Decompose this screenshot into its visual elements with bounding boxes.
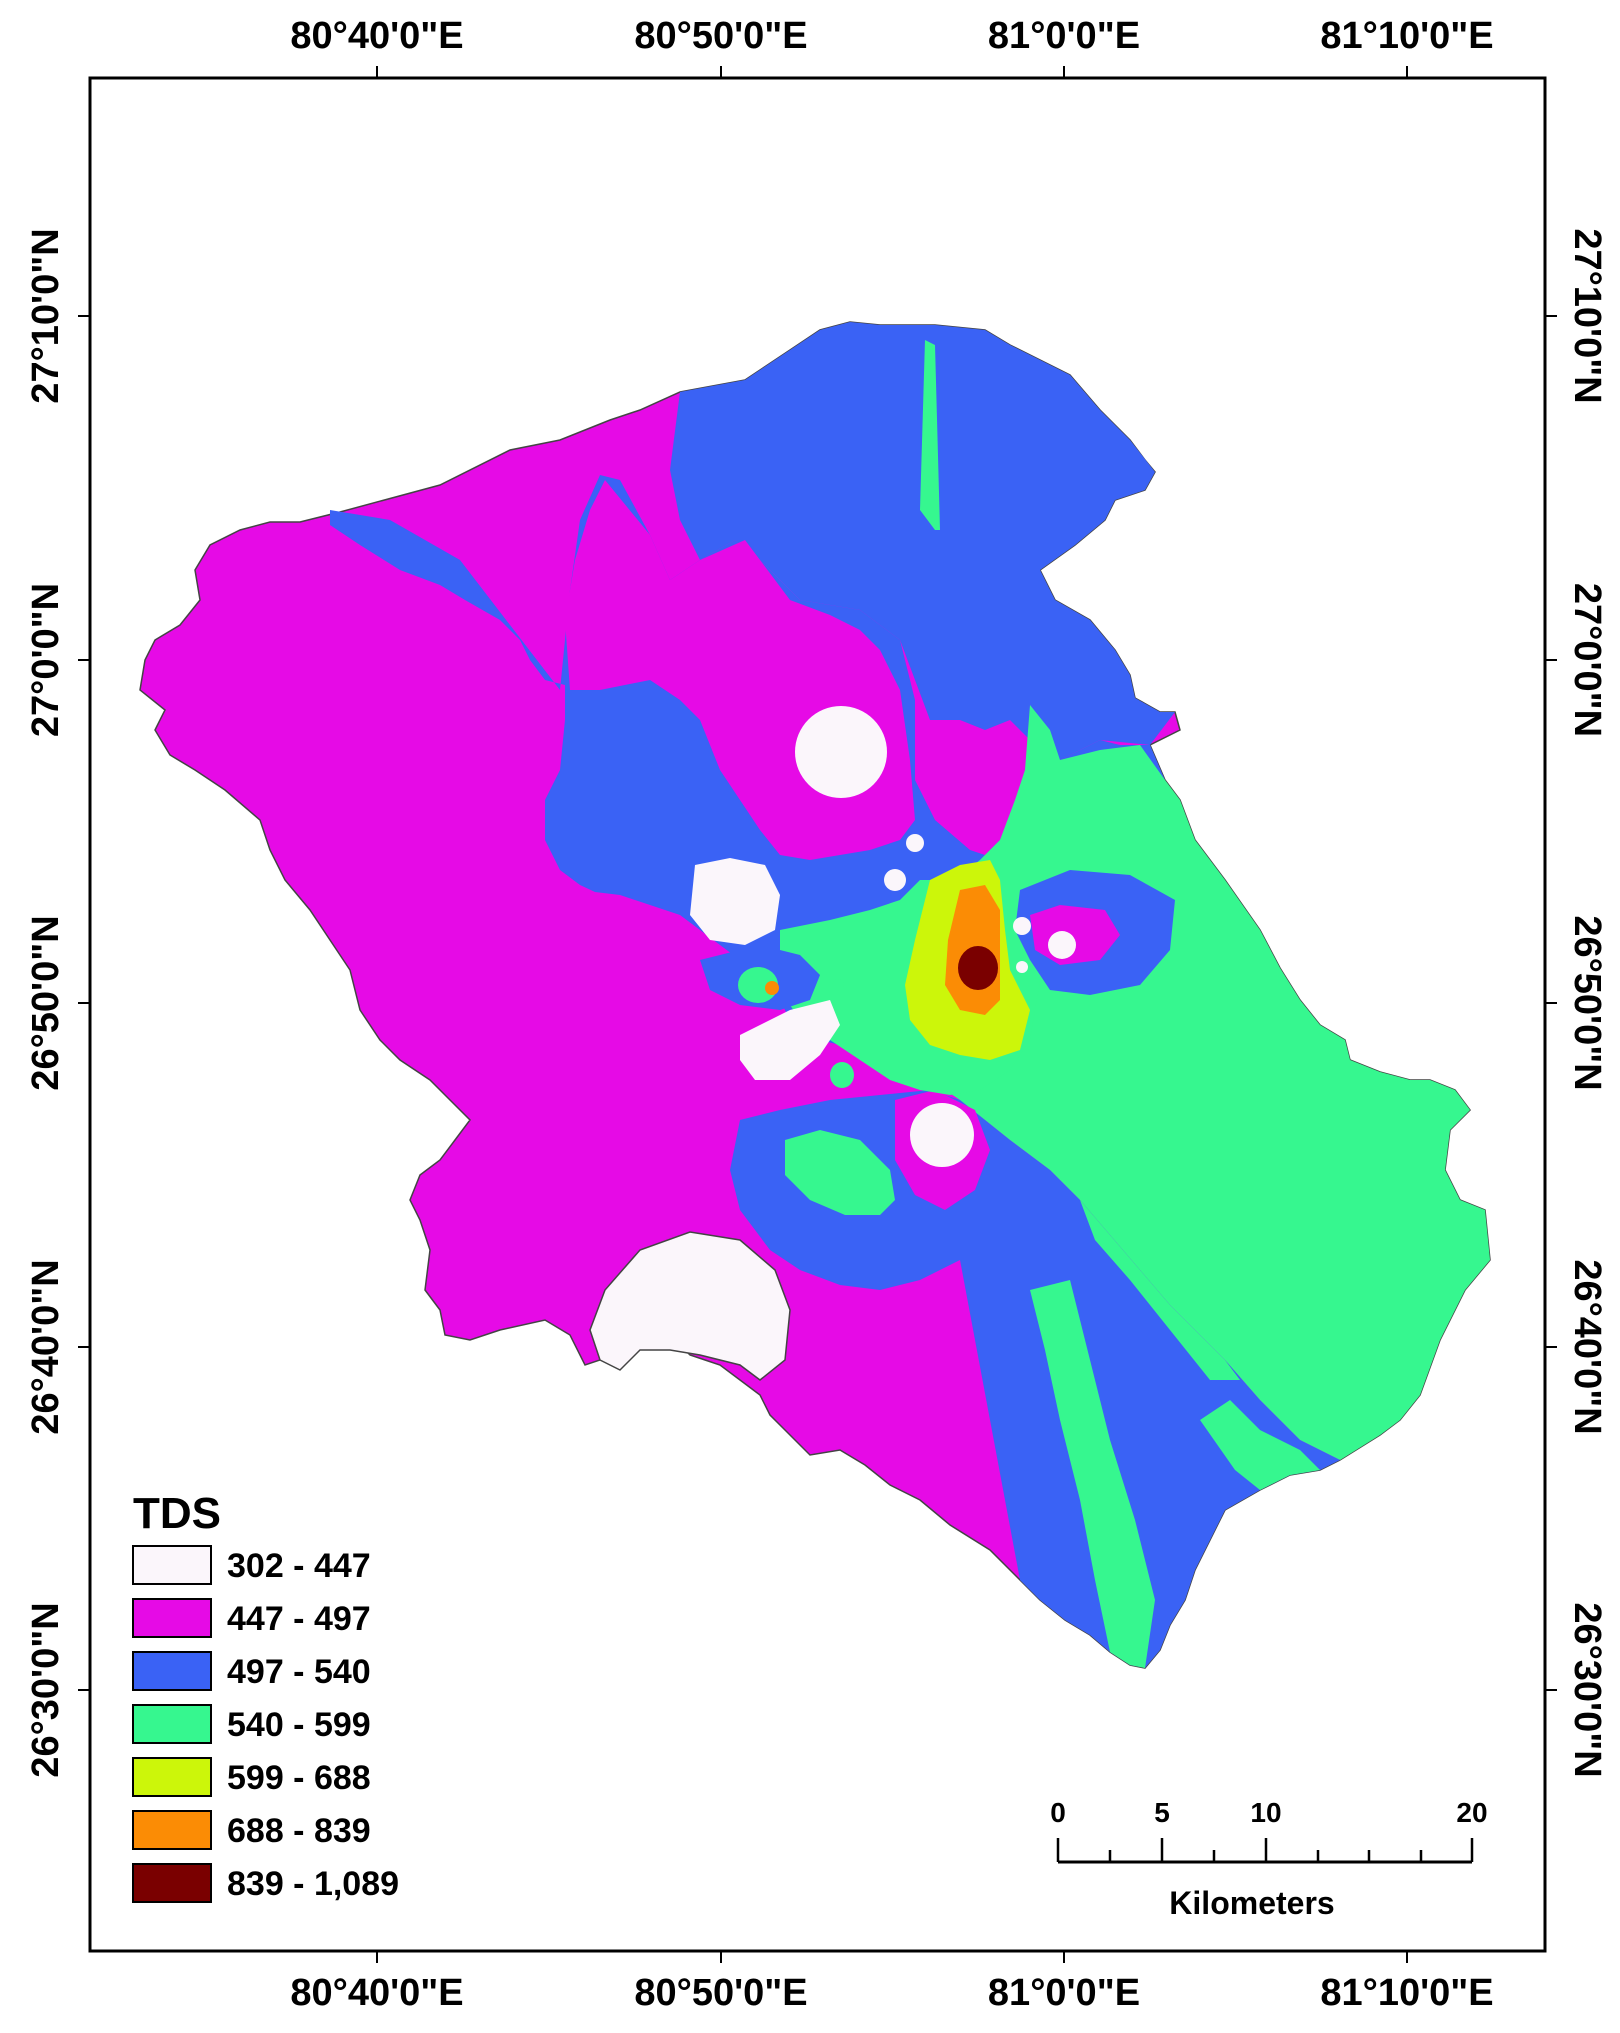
white-spot-1 [906, 834, 924, 852]
scale-label-10: 10 [1250, 1797, 1281, 1828]
legend-swatch-1 [132, 1598, 212, 1638]
legend-swatch-5 [132, 1810, 212, 1850]
right-latitude-label-0: 27°10'0"N [1566, 228, 1608, 403]
white-spot-4 [1048, 931, 1076, 959]
green-strip-north [920, 340, 940, 530]
legend-swatch-3 [132, 1704, 212, 1744]
bottom-longitude-label-3: 81°10'0"E [1320, 1972, 1493, 2014]
white-area-north [795, 706, 887, 798]
top-longitude-label-1: 80°50'0"E [634, 15, 807, 57]
bottom-longitude-label-2: 81°0'0"E [988, 1972, 1140, 2014]
white-area-far-south [589, 1231, 791, 1381]
right-latitude-label-2: 26°50'0"N [1566, 915, 1608, 1090]
white-spot-3 [1013, 917, 1031, 935]
legend-label-5: 688 - 839 [227, 1812, 371, 1850]
white-area-south [910, 1103, 974, 1167]
green-band-south-1 [1030, 1280, 1155, 1668]
scale-label-5: 5 [1154, 1797, 1170, 1828]
orange-spot-west [765, 981, 779, 995]
frame-ticks [78, 66, 1557, 1963]
bottom-longitude-label-1: 80°50'0"E [634, 1972, 807, 2014]
scale-unit-label: Kilometers [1169, 1885, 1334, 1921]
right-latitude-label-3: 26°40'0"N [1566, 1259, 1608, 1434]
legend-label-0: 302 - 447 [227, 1547, 371, 1585]
left-latitude-label-1: 27°0'0"N [25, 583, 67, 737]
green-band-south-3 [1080, 1200, 1240, 1380]
scale-label-0: 0 [1050, 1797, 1066, 1828]
left-latitude-label-0: 27°10'0"N [25, 228, 67, 403]
legend-label-3: 540 - 599 [227, 1706, 371, 1744]
scale-bar: 0 5 10 20 Kilometers [1050, 1797, 1487, 1921]
right-latitude-label-1: 27°0'0"N [1566, 583, 1608, 737]
green-spot-south-west [830, 1062, 854, 1088]
top-longitude-label-2: 81°0'0"E [988, 15, 1140, 57]
legend-swatch-0 [132, 1545, 212, 1585]
blue-band-south [950, 1120, 1340, 1668]
right-latitude-label-4: 26°30'0"N [1566, 1602, 1608, 1777]
legend-label-4: 599 - 688 [227, 1759, 371, 1797]
scale-bar-ticks [1056, 1838, 1474, 1862]
left-latitude-label-4: 26°30'0"N [25, 1602, 67, 1777]
legend-title: TDS [133, 1489, 221, 1538]
legend-label-1: 447 - 497 [227, 1600, 371, 1638]
white-area-west [690, 858, 780, 945]
left-latitude-label-2: 26°50'0"N [25, 915, 67, 1090]
blue-zone-north-east [670, 322, 1175, 760]
green-blob-south [785, 1130, 895, 1215]
white-area-southwest [740, 1000, 840, 1080]
green-spot-small [832, 979, 844, 991]
bottom-longitude-label-0: 80°40'0"E [290, 1972, 463, 2014]
top-longitude-label-3: 81°10'0"E [1320, 15, 1493, 57]
green-spot-west [738, 967, 778, 1003]
legend-label-2: 497 - 540 [227, 1653, 371, 1691]
green-band-south-2 [1200, 1400, 1320, 1490]
white-spot-5 [1016, 961, 1028, 973]
legend: TDS 302 - 447 447 - 497 497 - 540 540 - … [132, 1489, 399, 1903]
legend-swatch-2 [132, 1651, 212, 1691]
dark-red-core [958, 946, 998, 990]
legend-swatch-6 [132, 1863, 212, 1903]
top-longitude-label-0: 80°40'0"E [290, 15, 463, 57]
legend-swatch-4 [132, 1757, 212, 1797]
legend-label-6: 839 - 1,089 [227, 1865, 399, 1903]
left-latitude-label-3: 26°40'0"N [25, 1259, 67, 1434]
white-spot-2 [884, 869, 906, 891]
scale-label-20: 20 [1456, 1797, 1487, 1828]
